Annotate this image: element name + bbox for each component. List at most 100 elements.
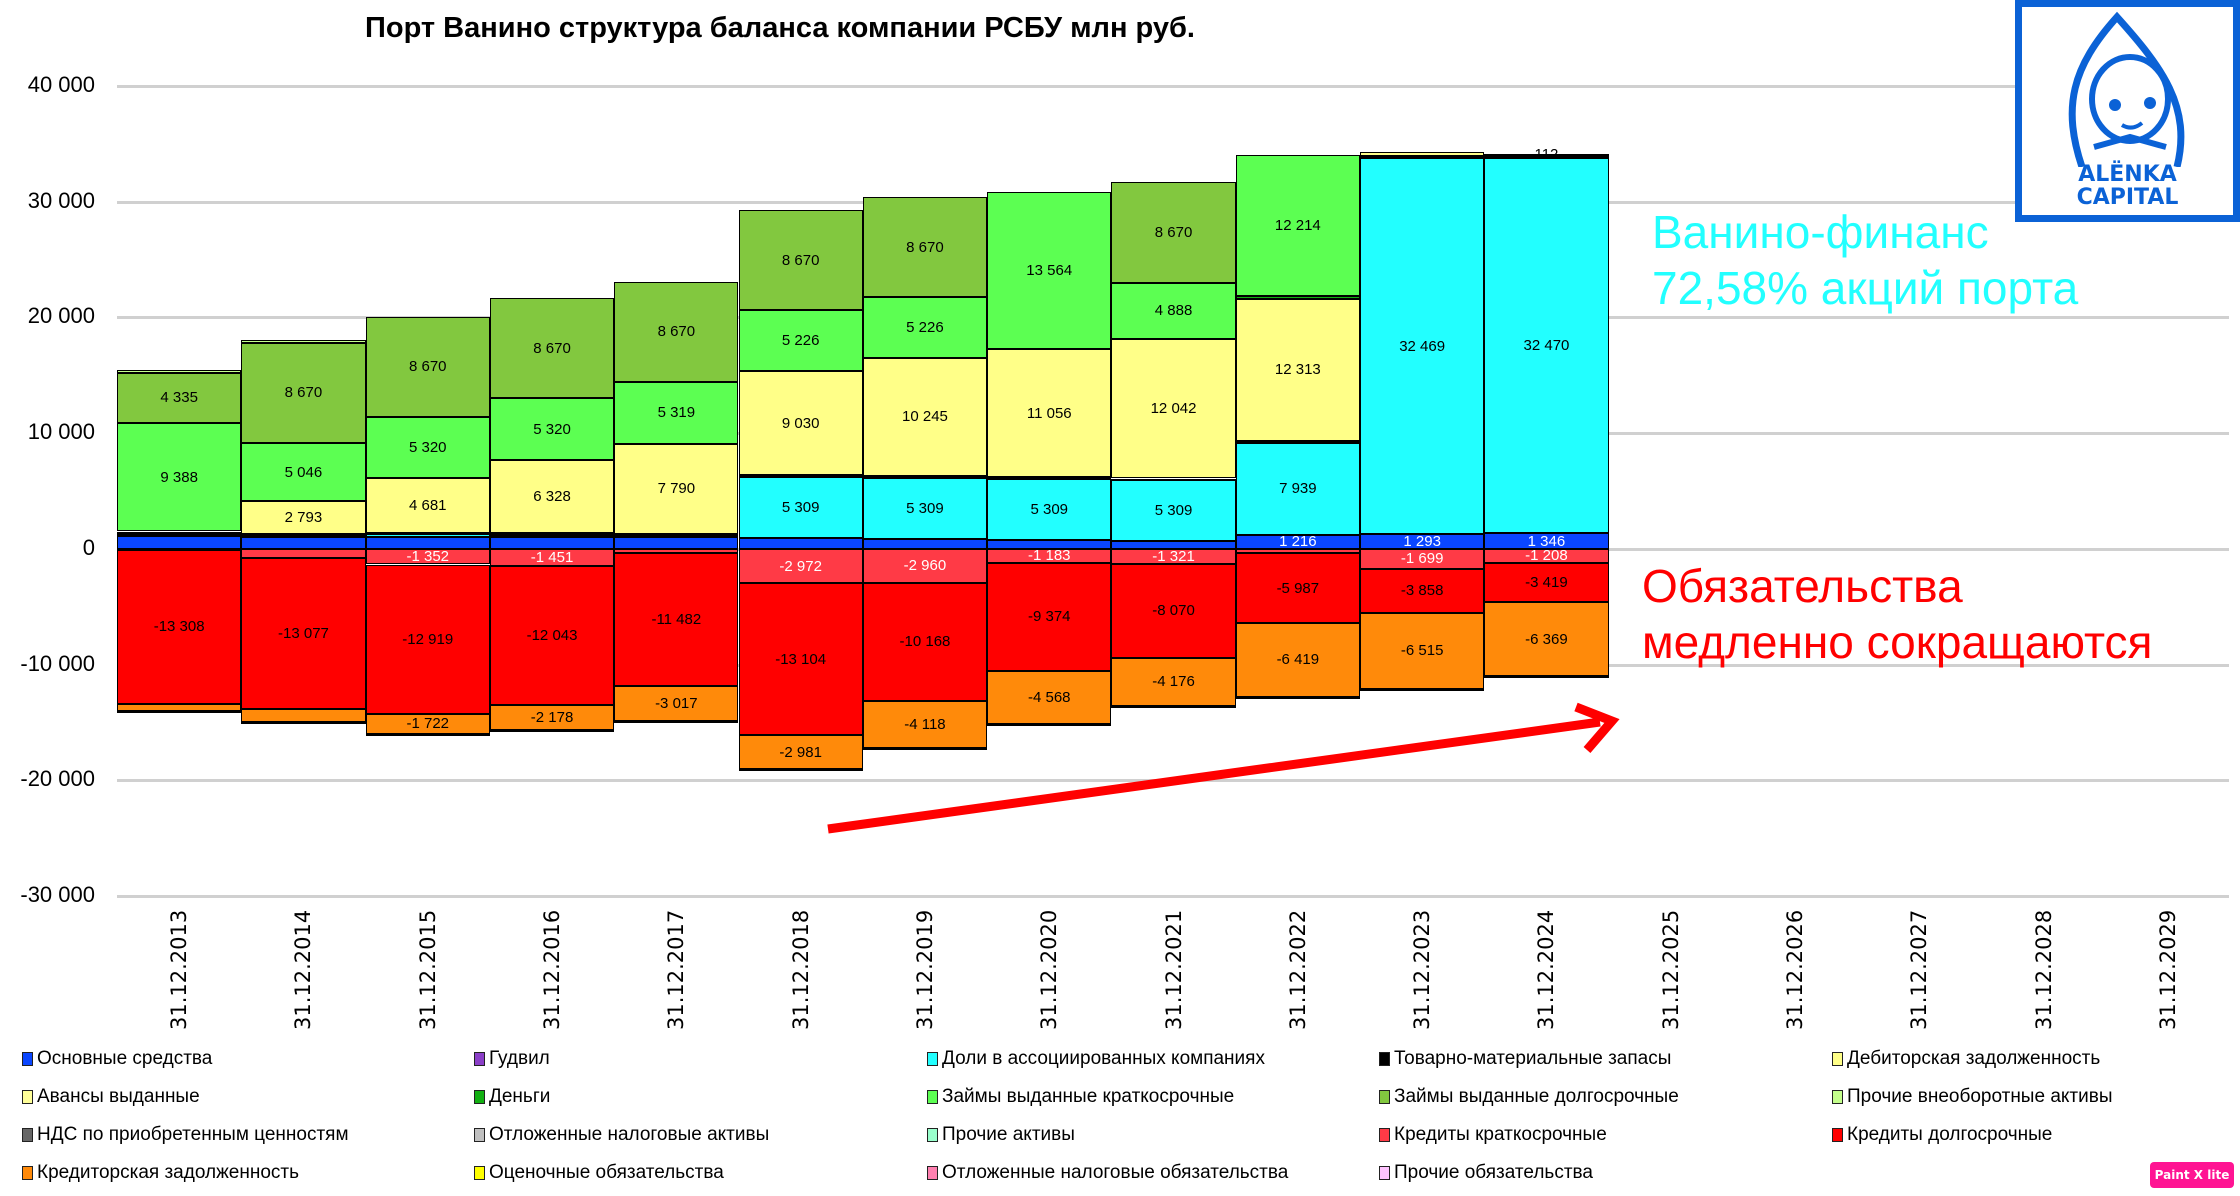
bar-segment-loans-short: 4 888	[1111, 282, 1236, 340]
bar-segment-credits-short: -1 208	[1484, 547, 1609, 564]
bar-segment-inventory	[1360, 155, 1485, 159]
bar-segment-receivables: 11 056	[987, 349, 1112, 478]
y-axis-tick-label: 0	[82, 534, 95, 560]
annotation-liabilities: Обязательства медленно сокращаются	[1642, 558, 2152, 670]
legend-item: Дебиторская задолженность	[1832, 1048, 2100, 1070]
bar-segment-loans-short: 12 214	[1235, 155, 1360, 297]
legend-item: Доли в ассоциированных компаниях	[927, 1048, 1265, 1070]
legend-item: Отложенные налоговые обязательства	[927, 1162, 1288, 1184]
legend-item: Прочие внеоборотные активы	[1832, 1086, 2112, 1108]
bar-segment-loans-short: 13 564	[987, 192, 1112, 350]
bar-segment-credits-long: -12 919	[365, 564, 490, 714]
bar-segment-payables	[241, 708, 366, 722]
legend-item: Основные средства	[22, 1048, 212, 1070]
legend-swatch-icon	[474, 1090, 485, 1104]
bar-segment-loans-short: 5 226	[862, 297, 988, 358]
bar-segment-inventory	[241, 533, 366, 536]
bar-segment-payables: -6 515	[1360, 613, 1485, 689]
legend-label: Займы выданные долгосрочные	[1394, 1086, 1679, 1107]
bar-segment-other-liab	[365, 733, 490, 736]
bar-segment-receivables: 12 042	[1111, 339, 1236, 479]
bar-segment-inventory	[365, 532, 490, 535]
legend-swatch-icon	[927, 1052, 938, 1066]
bar-segment-inventory	[862, 476, 988, 479]
bar-segment-loans-long: 8 670	[1111, 182, 1236, 283]
legend-swatch-icon	[927, 1128, 938, 1142]
y-axis-tick-label: 20 000	[27, 303, 95, 329]
bar-segment-loans-short: 5 046	[241, 442, 366, 502]
bar-segment-credits-short: -2 972	[738, 548, 863, 584]
bar-segment-credits-long: -13 308	[117, 550, 242, 704]
bar-segment-credits-long: -3 858	[1360, 568, 1485, 614]
bar-segment-credits-long: -5 987	[1235, 553, 1360, 623]
bar-segment-associates: 5 309	[1111, 479, 1236, 542]
legend-label: Основные средства	[37, 1048, 213, 1069]
y-axis-tick-label: 10 000	[27, 419, 95, 445]
bar-segment-loans-long: 8 670	[241, 342, 366, 443]
legend-item: Оценочные обязательства	[474, 1162, 724, 1184]
bar-segment-loans-long: 8 670	[489, 298, 615, 399]
legend-swatch-icon	[22, 1128, 33, 1142]
legend-swatch-icon	[474, 1052, 485, 1066]
legend-item: Кредиты краткосрочные	[1379, 1124, 1607, 1146]
bar-segment-other-liab	[738, 769, 863, 772]
legend-item: НДС по приобретенным ценностям	[22, 1124, 349, 1146]
legend-label: Прочие внеоборотные активы	[1847, 1086, 2113, 1107]
bar-segment-credits-long: -11 482	[614, 553, 739, 687]
y-axis-tick-label: 30 000	[27, 187, 95, 213]
bar-segment-credits-short: -1 183	[987, 547, 1112, 564]
legend-swatch-icon	[1379, 1166, 1390, 1180]
bar-segment-other-liab	[241, 721, 366, 724]
legend-label: Деньги	[489, 1086, 551, 1107]
bar-segment-cash	[1235, 296, 1360, 299]
legend-swatch-icon	[1832, 1090, 1843, 1104]
bar-segment-inventory	[1235, 441, 1360, 444]
legend-swatch-icon	[474, 1166, 485, 1180]
bar-segment-credits-long: -12 043	[489, 565, 615, 705]
bar-segment-inventory	[117, 534, 242, 537]
bar-segment-credits-long: -13 104	[738, 583, 863, 735]
bar-segment-fixed-assets	[987, 540, 1112, 549]
bar-segment-other-liab	[1360, 688, 1485, 691]
y-axis-tick-label: -20 000	[20, 766, 95, 792]
bar-segment-associates: 7 939	[1235, 442, 1360, 535]
bar-segment-associates	[365, 534, 490, 537]
bar-segment-credits-short	[241, 548, 366, 558]
legend-item: Займы выданные долгосрочные	[1379, 1086, 1679, 1108]
bar-segment-credits-long: -13 077	[241, 557, 366, 709]
legend-swatch-icon	[1832, 1052, 1843, 1066]
legend-item: Гудвил	[474, 1048, 550, 1070]
bar-segment-receivables	[1360, 152, 1485, 156]
bar-segment-associates: 32 469	[1360, 158, 1485, 534]
legend-item: Деньги	[474, 1086, 550, 1108]
bar-segment-loans-short: 5 320	[365, 416, 490, 479]
annotation-line: Ванино-финанс	[1652, 206, 1989, 258]
bar-segment-credits-short: -1 699	[1360, 548, 1485, 569]
y-axis-tick-label: -10 000	[20, 650, 95, 676]
legend-label: Дебиторская задолженность	[1847, 1048, 2101, 1069]
bar-segment-receivables: 9 030	[738, 370, 863, 476]
bar-segment-loans-long: 8 670	[738, 209, 863, 311]
legend-swatch-icon	[927, 1166, 938, 1180]
logo-text-line: CAPITAL	[2076, 185, 2179, 210]
legend-label: НДС по приобретенным ценностям	[37, 1124, 349, 1145]
bar-segment-other-liab	[987, 723, 1112, 726]
legend-swatch-icon	[22, 1090, 33, 1104]
chart-title: Порт Ванино структура баланса компании Р…	[365, 12, 1195, 44]
alenka-capital-logo: ALËNKA CAPITAL	[2015, 0, 2240, 222]
legend-swatch-icon	[1379, 1128, 1390, 1142]
gridline	[117, 85, 2229, 88]
bar-segment-provisions	[1484, 676, 1609, 679]
bar-segment-associates: 5 309	[862, 477, 988, 539]
bar-segment-loans-short: 5 319	[614, 382, 739, 444]
legend-swatch-icon	[927, 1090, 938, 1104]
bar-segment-payables: -6 369	[1484, 602, 1609, 677]
legend-label: Кредиты краткосрочные	[1394, 1124, 1607, 1145]
bar-segment-associates: 5 309	[987, 478, 1112, 541]
legend-swatch-icon	[22, 1166, 33, 1180]
bar-segment-other-noncurrent	[117, 370, 242, 373]
bar-segment-credits-long: -10 168	[862, 583, 988, 701]
paint-x-lite-watermark: Paint X lite	[2150, 1162, 2234, 1188]
bar-segment-credits-short	[614, 548, 739, 554]
